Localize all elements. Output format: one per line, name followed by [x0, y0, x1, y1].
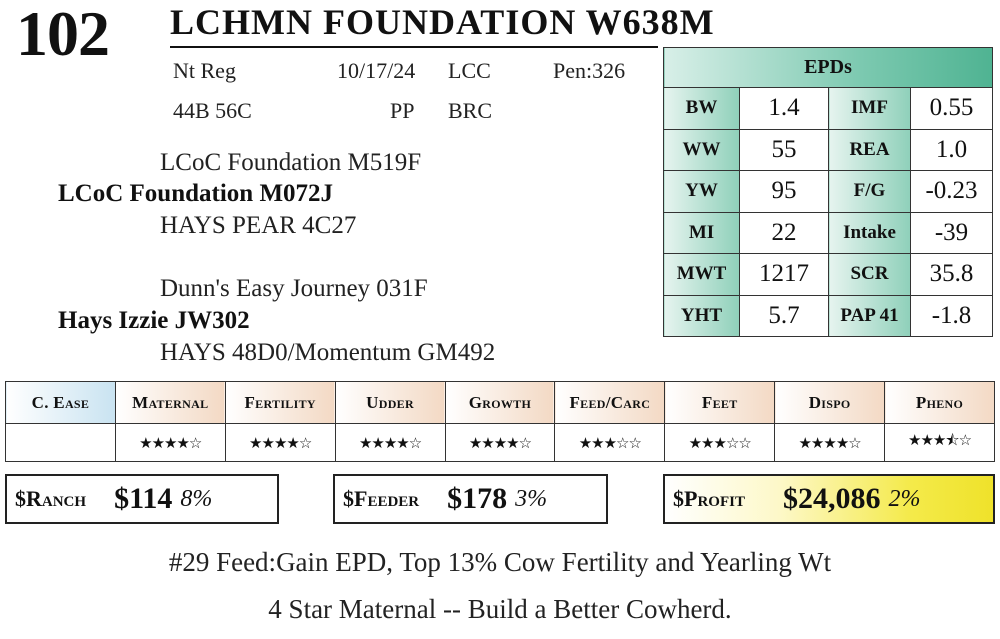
- rating-header-maternal: Maternal: [114, 381, 226, 424]
- polled-status: PP: [390, 98, 415, 123]
- profit-index-percentile: 2%: [888, 485, 921, 512]
- rating-stars-phenotype: ★★★⯪☆: [884, 423, 995, 462]
- registration-info: Nt Reg: [173, 58, 236, 83]
- pedigree-dam-sire: Dunn's Easy Journey 031F: [160, 275, 428, 302]
- rating-stars-feet: ★★★☆☆: [664, 423, 776, 462]
- epd-label: SCR: [828, 253, 911, 296]
- rating-header-feet: Feet: [664, 381, 776, 424]
- tattoo: 44B 56C: [173, 98, 252, 123]
- pedigree-sire: LCoC Foundation M072J: [58, 180, 334, 207]
- ranch-index-box: $Ranch $114 8%: [5, 474, 279, 524]
- comment-line-2: 4 Star Maternal -- Build a Better Cowher…: [268, 594, 732, 624]
- epd-value: 1217: [739, 253, 829, 296]
- epd-row: BW 1.4 IMF 0.55: [663, 87, 993, 130]
- epd-value: 35.8: [910, 253, 993, 296]
- epd-row: WW 55 REA 1.0: [663, 128, 993, 171]
- pen-number: Pen:326: [553, 58, 626, 83]
- sale-date: 10/17/24: [337, 58, 416, 83]
- feeder-index-label: $Feeder: [343, 486, 420, 511]
- epd-label: MI: [663, 211, 740, 254]
- epd-value: 95: [739, 170, 829, 213]
- ratings-table: C. Ease Maternal Fertility Udder Growth …: [5, 381, 995, 462]
- name-underline: [170, 46, 658, 48]
- rating-header-feed-carcass: Feed/Carc: [554, 381, 666, 424]
- epd-value: 0.55: [910, 87, 993, 130]
- epd-row: YW 95 F/G -0.23: [663, 170, 993, 213]
- epd-table: EPDs BW 1.4 IMF 0.55 WW 55 REA 1.0 YW 95…: [663, 47, 993, 337]
- rating-header-fertility: Fertility: [224, 381, 336, 424]
- ranch-index-label: $Ranch: [15, 486, 87, 511]
- feeder-index-percentile: 3%: [515, 485, 548, 512]
- epd-value: 55: [739, 128, 829, 171]
- profit-index-box: $Profit $24,086 2%: [663, 474, 995, 524]
- rating-stars-maternal: ★★★★☆: [114, 423, 226, 462]
- rating-header-phenotype: Pheno: [884, 381, 995, 424]
- pedigree-dam: Hays Izzie JW302: [58, 307, 250, 334]
- epd-value: -39: [910, 211, 993, 254]
- pedigree-sire-dam: HAYS PEAR 4C27: [160, 212, 357, 239]
- epd-label: Intake: [828, 211, 911, 254]
- epd-value: -1.8: [910, 294, 993, 337]
- epd-value: 5.7: [739, 294, 829, 337]
- rating-header-growth: Growth: [444, 381, 556, 424]
- pedigree-dam-dam: HAYS 48D0/Momentum GM492: [160, 339, 496, 366]
- rating-stars-udder: ★★★★☆: [334, 423, 446, 462]
- epd-label: F/G: [828, 170, 911, 213]
- epd-label: REA: [828, 128, 911, 171]
- epd-label: YHT: [663, 294, 740, 337]
- epd-label: WW: [663, 128, 740, 171]
- genetic-code: BRC: [448, 98, 493, 123]
- epd-value: 1.0: [910, 128, 993, 171]
- rating-stars-disposition: ★★★★☆: [774, 423, 886, 462]
- epd-label: PAP 41: [828, 294, 911, 337]
- animal-name: LCHMN FOUNDATION W638M: [170, 2, 715, 42]
- lot-number: 102: [16, 0, 110, 69]
- profit-index-label: $Profit: [673, 486, 745, 511]
- pedigree-sire-sire: LCoC Foundation M519F: [160, 149, 422, 176]
- feeder-index-box: $Feeder $178 3%: [333, 474, 608, 524]
- epd-label: MWT: [663, 253, 740, 296]
- feeder-index-value: $178: [447, 482, 508, 515]
- epd-label: IMF: [828, 87, 911, 130]
- epd-row: MWT 1217 SCR 35.8: [663, 253, 993, 296]
- epd-title: EPDs: [663, 47, 993, 88]
- epd-label: YW: [663, 170, 740, 213]
- rating-stars-feed-carcass: ★★★☆☆: [554, 423, 666, 462]
- ranch-index-value: $114: [114, 482, 173, 515]
- epd-row: MI 22 Intake -39: [663, 211, 993, 254]
- rating-header-calving-ease: C. Ease: [5, 381, 116, 424]
- epd-row: YHT 5.7 PAP 41 -1.8: [663, 294, 993, 337]
- epd-value: -0.23: [910, 170, 993, 213]
- ranch-index-percentile: 8%: [180, 485, 213, 512]
- epd-value: 1.4: [739, 87, 829, 130]
- breeder-code: LCC: [448, 58, 491, 83]
- comment-line-1: #29 Feed:Gain EPD, Top 13% Cow Fertility…: [168, 547, 832, 577]
- rating-stars-calving-ease: [5, 423, 116, 462]
- epd-value: 22: [739, 211, 829, 254]
- rating-header-disposition: Dispo: [774, 381, 886, 424]
- rating-header-udder: Udder: [334, 381, 446, 424]
- rating-stars-fertility: ★★★★☆: [224, 423, 336, 462]
- profit-index-value: $24,086: [782, 482, 881, 515]
- rating-stars-growth: ★★★★☆: [444, 423, 556, 462]
- epd-label: BW: [663, 87, 740, 130]
